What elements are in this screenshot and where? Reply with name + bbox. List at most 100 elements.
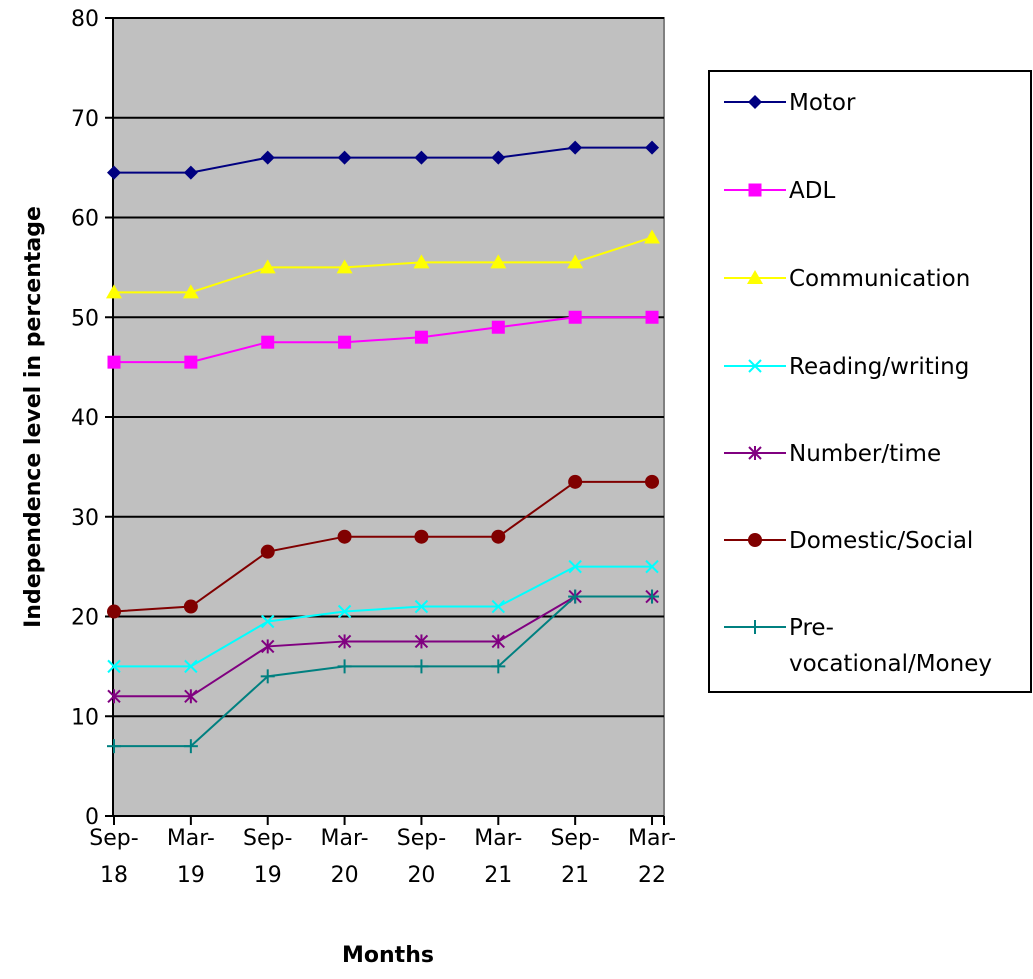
x-axis-title: Months xyxy=(342,943,434,968)
data-point xyxy=(491,599,506,614)
legend-item: Communication xyxy=(724,266,970,292)
data-point xyxy=(338,335,352,349)
data-point xyxy=(645,310,659,324)
y-tick-label: 70 xyxy=(71,107,99,132)
data-point xyxy=(261,639,275,654)
data-point xyxy=(747,270,763,284)
series-communication xyxy=(106,229,661,299)
data-point xyxy=(491,150,506,165)
legend-item: Number/time xyxy=(724,441,941,467)
data-point xyxy=(645,559,659,574)
x-tick-label: 20 xyxy=(407,863,435,888)
data-point xyxy=(336,259,353,274)
x-tick-label: Sep- xyxy=(550,826,599,851)
legend-item: ADL xyxy=(724,178,835,204)
plot-area xyxy=(112,17,665,817)
data-point xyxy=(337,150,352,165)
y-tick-label: 0 xyxy=(85,805,99,830)
x-tick-label: 22 xyxy=(638,863,666,888)
data-point xyxy=(184,659,198,674)
data-point xyxy=(645,474,660,489)
data-point xyxy=(107,739,121,754)
series-pre-vocational-money xyxy=(107,589,660,754)
legend: Motor ADL Communication Reading/writing Numb… xyxy=(708,70,1032,693)
data-point xyxy=(491,320,505,334)
data-point xyxy=(748,446,762,460)
y-tick-label: 30 xyxy=(71,506,99,531)
legend-label: Reading/writing xyxy=(789,354,969,380)
data-point xyxy=(337,659,352,674)
data-point xyxy=(337,634,352,649)
data-point xyxy=(107,604,121,619)
data-point xyxy=(645,140,660,155)
x-tick-label: 19 xyxy=(177,863,205,888)
x-tick-label: 19 xyxy=(254,863,282,888)
x-tick-label: 21 xyxy=(484,863,512,888)
data-point xyxy=(184,355,198,369)
series-reading-writing xyxy=(107,559,659,674)
legend-box xyxy=(708,70,1032,693)
series-line xyxy=(114,316,653,364)
x-tick-label: Sep- xyxy=(89,826,138,851)
legend-item: Domestic/Social xyxy=(724,528,973,554)
data-point xyxy=(414,599,429,614)
series-domestic-social xyxy=(107,474,660,619)
data-point xyxy=(491,659,506,674)
data-point xyxy=(337,604,352,619)
y-tick-label: 10 xyxy=(71,705,99,730)
legend-item: Pre-vocational/Money xyxy=(724,615,992,677)
y-tick-label: 80 xyxy=(71,7,99,32)
legend-label: vocational/Money xyxy=(789,651,992,677)
data-point xyxy=(107,165,121,180)
data-point xyxy=(414,659,429,674)
x-tick-label: Mar- xyxy=(167,826,215,851)
data-point xyxy=(182,284,199,299)
series-line xyxy=(114,236,653,294)
data-point xyxy=(261,614,275,629)
data-point xyxy=(568,474,583,489)
x-tick-label: Sep- xyxy=(397,826,446,851)
y-tick-label: 60 xyxy=(71,207,99,232)
data-point xyxy=(568,310,582,324)
y-tick-label: 40 xyxy=(71,406,99,431)
data-point xyxy=(259,259,276,274)
data-point xyxy=(184,689,198,704)
legend-label: Pre- xyxy=(789,615,834,641)
data-point xyxy=(644,229,661,244)
data-point xyxy=(748,95,762,109)
data-point xyxy=(337,529,352,544)
legend-item: Reading/writing xyxy=(724,354,969,380)
data-point xyxy=(261,335,275,349)
data-point xyxy=(490,254,507,269)
data-point xyxy=(183,599,198,614)
data-point xyxy=(183,165,198,180)
legend-label: Domestic/Social xyxy=(789,528,973,554)
data-point xyxy=(183,739,198,754)
data-point xyxy=(414,150,429,165)
data-point xyxy=(107,355,121,369)
data-point xyxy=(645,589,660,604)
data-point xyxy=(260,544,275,559)
series-line xyxy=(114,595,653,698)
series-group xyxy=(106,140,661,754)
x-tick-label: 21 xyxy=(561,863,589,888)
series-adl xyxy=(107,310,659,369)
data-point xyxy=(748,359,762,373)
data-point xyxy=(107,689,121,704)
y-axis-title: Independence level in percentage xyxy=(21,206,46,628)
series-line xyxy=(114,146,653,174)
legend-label: ADL xyxy=(789,178,835,204)
data-point xyxy=(414,634,429,649)
data-point xyxy=(568,140,583,155)
data-point xyxy=(568,589,583,604)
series-line xyxy=(114,595,653,748)
x-tick-label: 20 xyxy=(331,863,359,888)
data-point xyxy=(414,529,429,544)
data-point xyxy=(106,284,122,299)
x-tick-label: Mar- xyxy=(474,826,522,851)
data-point xyxy=(567,254,584,269)
legend-label: Number/time xyxy=(789,441,941,467)
data-point xyxy=(491,529,506,544)
data-point xyxy=(107,659,121,674)
